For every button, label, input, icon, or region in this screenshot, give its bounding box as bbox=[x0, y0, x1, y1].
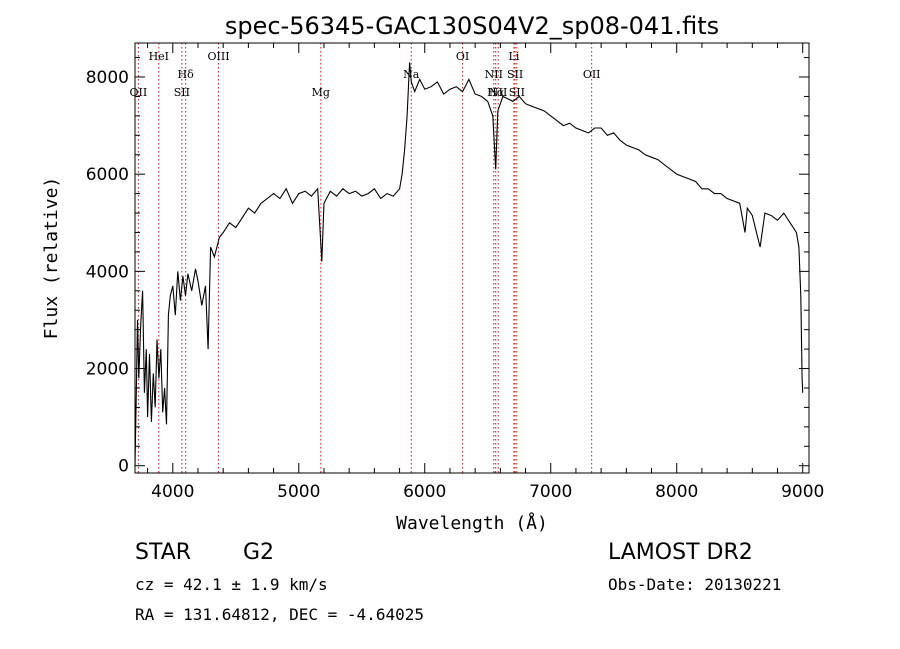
emission-line-label: OII bbox=[583, 68, 601, 81]
emission-line-label: Hδ bbox=[178, 68, 195, 81]
x-tick-label: 8000 bbox=[655, 482, 698, 502]
emission-line-label: Na bbox=[403, 68, 420, 81]
y-axis: 0 2000 4000 6000 8000 bbox=[86, 57, 809, 477]
x-tick-label: 5000 bbox=[277, 482, 320, 502]
ra-dec: RA = 131.64812, DEC = -4.64025 bbox=[135, 605, 424, 624]
emission-line-label: HeI bbox=[149, 50, 169, 63]
spectral-subclass: G2 bbox=[243, 540, 275, 565]
spectrum-series-line bbox=[134, 62, 804, 466]
emission-line-label: Hα bbox=[487, 86, 505, 99]
y-tick-label: 6000 bbox=[86, 165, 129, 185]
survey-name: LAMOST DR2 bbox=[608, 540, 753, 565]
chart-title: spec-56345-GAC130S04V2_sp08-041.fits bbox=[225, 12, 719, 40]
emission-line-label: SII bbox=[174, 86, 190, 99]
x-axis: 4000 5000 6000 7000 8000 9000 bbox=[147, 43, 824, 502]
emission-line-label: OI bbox=[456, 50, 469, 63]
emission-line-label: NII bbox=[485, 68, 503, 81]
plot-frame bbox=[134, 42, 810, 474]
x-tick-label: 4000 bbox=[151, 482, 194, 502]
x-axis-label: Wavelength (Å) bbox=[396, 512, 548, 534]
emission-line-label: Li bbox=[509, 50, 520, 63]
y-tick-label: 8000 bbox=[86, 68, 129, 88]
observation-date: Obs-Date: 20130221 bbox=[608, 575, 782, 594]
emission-line-markers bbox=[137, 43, 593, 473]
redshift-cz: cz = 42.1 ± 1.9 km/s bbox=[135, 575, 328, 594]
emission-line-label: OIII bbox=[207, 50, 229, 63]
x-tick-label: 6000 bbox=[403, 482, 446, 502]
object-class: STAR bbox=[135, 540, 192, 565]
emission-line-label: Mg bbox=[312, 86, 330, 99]
y-tick-label: 0 bbox=[118, 457, 129, 477]
x-tick-label: 7000 bbox=[529, 482, 572, 502]
y-tick-label: 4000 bbox=[86, 262, 129, 282]
y-tick-label: 2000 bbox=[86, 360, 129, 380]
x-tick-label: 9000 bbox=[781, 482, 824, 502]
emission-line-label: SII bbox=[507, 68, 523, 81]
emission-line-label: OII bbox=[130, 86, 148, 99]
y-axis-label: Flux (relative) bbox=[41, 177, 62, 340]
emission-line-label: SII bbox=[509, 86, 525, 99]
